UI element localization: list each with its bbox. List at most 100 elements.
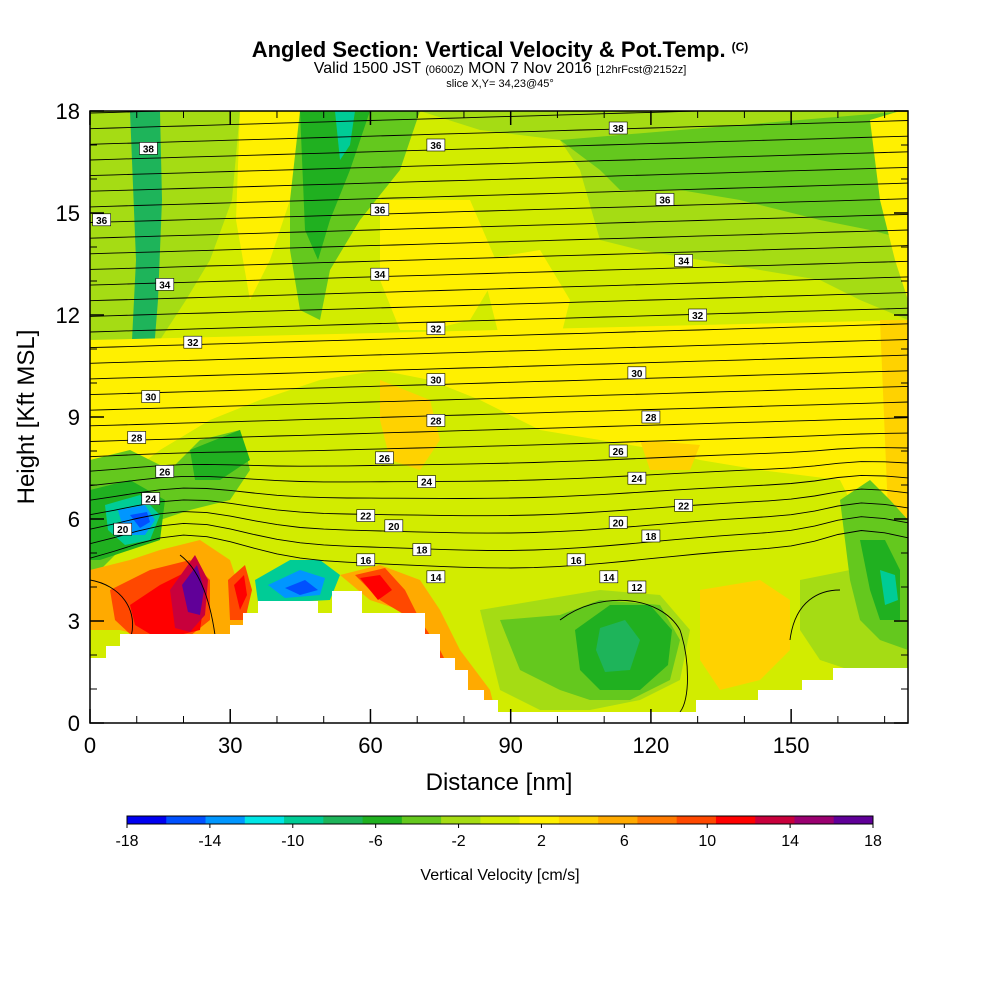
contour-label: 26 — [159, 467, 171, 478]
y-tick-label: 6 — [68, 507, 80, 532]
contour-label-box — [426, 373, 446, 386]
theta-contour-line — [90, 120, 908, 145]
theta-contour-line — [90, 370, 908, 396]
contour-label-box — [627, 580, 647, 594]
contour-label-box — [384, 519, 404, 533]
theta-contour-line — [789, 589, 841, 641]
contour-label: 32 — [692, 311, 704, 322]
contour-label: 20 — [388, 522, 400, 533]
right-edge-yellow — [870, 111, 908, 300]
chart-title-main: Angled Section: Vertical Velocity & Pot.… — [251, 37, 726, 62]
theta-contour-line — [90, 579, 134, 641]
x-axis-title: Distance [nm] — [426, 769, 573, 796]
contour-label-box — [183, 335, 203, 349]
contour-label-box — [655, 193, 675, 206]
colorbar: -18 -14 -10 -6 -2 2 6 10 14 18 — [115, 815, 882, 850]
colorbar-frame — [126, 815, 874, 825]
upper-teal-core — [335, 111, 355, 160]
colorbar-swatch — [244, 816, 285, 824]
colorbar-swatch — [205, 816, 246, 824]
colorbar-swatch — [480, 816, 521, 824]
contour-label: 26 — [613, 447, 625, 458]
colorbar-swatch — [323, 816, 364, 824]
colorbar-swatch — [558, 816, 599, 824]
contour-label: 30 — [631, 369, 643, 380]
chart-title-sup: (C) — [731, 40, 749, 54]
right-edge-orange — [880, 320, 908, 560]
theta-contour-line — [90, 229, 908, 255]
x-tick-label: 90 — [498, 733, 522, 758]
theta-contour-line — [90, 213, 908, 239]
colorbar-swatch — [715, 816, 756, 824]
contour-label: 24 — [631, 474, 643, 485]
colorbar-tick-label: 10 — [698, 833, 716, 850]
x-tick-label: 120 — [633, 733, 670, 758]
contour-label: 24 — [421, 478, 433, 489]
upper-green-core-center — [300, 111, 370, 260]
theta-contour-line — [90, 488, 908, 517]
colorbar-tick-label: -2 — [451, 833, 465, 850]
colorbar-swatch — [441, 816, 481, 824]
y-tick-label: 3 — [68, 609, 80, 634]
chart-title: Angled Section: Vertical Velocity & Pot.… — [0, 36, 1000, 61]
colorbar-swatch — [519, 816, 560, 824]
contour-label: 30 — [430, 376, 442, 387]
theta-contour-line — [90, 111, 713, 130]
contour-label-box — [426, 322, 446, 335]
x-tick-label: 30 — [218, 733, 242, 758]
contour-label-box — [641, 410, 661, 424]
colorbar-swatch — [598, 816, 638, 824]
theta-contour-line — [90, 530, 908, 569]
theta-contour-line — [90, 502, 908, 534]
low-right-orange-patch — [700, 580, 790, 690]
downdraft-deep-blue — [130, 512, 150, 528]
contour-label-box — [599, 570, 619, 584]
slice-info: slice X,Y= 34,23@45° — [446, 78, 554, 90]
theta-contour-line — [179, 554, 216, 636]
contour-label-box — [155, 278, 175, 291]
contour-label-box — [674, 499, 693, 512]
contour-label: 16 — [360, 556, 372, 567]
contour-label: 30 — [145, 393, 157, 404]
y-tick-label: 9 — [68, 405, 80, 430]
x-tick-label: 60 — [358, 733, 382, 758]
contour-label-box — [139, 142, 158, 155]
contour-label: 34 — [374, 270, 386, 281]
low-left-dark-green — [190, 430, 250, 480]
upper-yellow-patch — [380, 200, 500, 330]
contour-label-box — [375, 451, 394, 465]
theta-contour-line — [90, 166, 908, 192]
contour-label: 32 — [187, 338, 199, 349]
contour-label-box — [608, 516, 628, 529]
contour-label: 16 — [571, 556, 583, 567]
contour-label: 14 — [603, 573, 615, 584]
colorbar-swatch — [166, 816, 207, 824]
contour-label: 28 — [430, 416, 442, 427]
theta-contour-line — [90, 401, 908, 427]
contour-label: 24 — [145, 495, 157, 506]
y-tick-label: 15 — [56, 201, 80, 226]
contour-label-box — [566, 553, 586, 567]
colorbar-swatch — [127, 816, 167, 824]
potential-temperature-contours — [90, 111, 908, 713]
contour-label-box — [92, 213, 111, 227]
contour-label: 14 — [430, 573, 442, 584]
terrain-profile — [90, 591, 908, 723]
contour-label: 36 — [659, 195, 671, 206]
y-tick-label: 12 — [56, 303, 80, 328]
theta-contour-line — [90, 135, 908, 161]
contour-label-box — [370, 267, 390, 281]
title-block: Angled Section: Vertical Velocity & Pot.… — [0, 36, 1000, 91]
contour-label-box — [141, 390, 161, 403]
y-axis-title: Height [Kft MSL] — [13, 330, 40, 505]
contour-label: 20 — [613, 518, 625, 529]
contour-label-box — [356, 553, 376, 567]
theta-contour-line — [90, 339, 908, 364]
theta-contour-line — [90, 417, 908, 442]
colorbar-tick-label: 6 — [620, 833, 629, 850]
right-low-teal — [880, 570, 898, 605]
contour-label: 34 — [159, 280, 171, 291]
contour-label-box — [627, 366, 647, 380]
